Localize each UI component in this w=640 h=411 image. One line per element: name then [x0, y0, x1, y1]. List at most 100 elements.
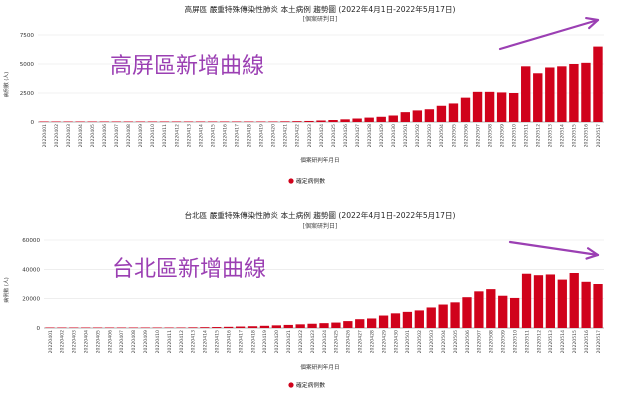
bar-20220429	[376, 116, 386, 122]
bar-20220508	[486, 289, 496, 328]
bar-20220507	[474, 291, 484, 328]
x-tick-label: 20220429	[381, 330, 387, 353]
bar-20220416	[224, 326, 234, 328]
x-tick-label: 20220430	[391, 124, 397, 147]
bar-20220514	[557, 66, 567, 122]
bar-20220411	[164, 327, 174, 328]
bar-20220401	[45, 327, 55, 328]
x-tick-label: 20220507	[477, 330, 483, 353]
bar-20220426	[340, 119, 350, 122]
chart-1: 高屏區 嚴重特殊傳染性肺炎 本土病例 趨勢圖 (2022年4月1日-2022年5…	[3, 4, 604, 185]
bar-20220419	[259, 325, 270, 328]
x-tick-label: 20220404	[78, 124, 84, 147]
legend-swatch	[288, 382, 294, 388]
bar-20220405	[92, 327, 103, 328]
bar-20220503	[426, 307, 436, 328]
bar-20220424	[319, 323, 329, 328]
bar-20220427	[355, 319, 365, 328]
bar-20220515	[569, 273, 579, 328]
bar-20220405	[87, 121, 97, 122]
bar-20220504	[438, 304, 448, 328]
x-tick-label: 20220513	[548, 330, 554, 353]
x-tick-label: 20220516	[584, 330, 590, 353]
y-axis-label: 病例數 (人)	[3, 72, 10, 98]
x-tick-label: 20220512	[536, 124, 542, 147]
bar-20220517	[593, 46, 603, 122]
x-tick-label: 20220417	[238, 330, 244, 353]
x-tick-label: 20220425	[331, 124, 337, 147]
x-tick-label: 20220415	[215, 330, 221, 353]
x-tick-label: 20220511	[524, 330, 530, 353]
x-tick-label: 20220502	[415, 124, 421, 147]
x-tick-label: 20220516	[584, 124, 590, 147]
x-tick-label: 20220506	[465, 330, 471, 353]
x-tick-label: 20220517	[596, 124, 602, 147]
x-tick-label: 20220507	[475, 124, 481, 147]
bar-20220514	[557, 279, 567, 328]
bar-20220512	[533, 73, 543, 122]
bar-20220403	[69, 327, 79, 328]
bar-20220425	[328, 120, 338, 122]
chart-2: 台北區 嚴重特殊傳染性肺炎 本土病例 趨勢圖 (2022年4月1日-2022年5…	[3, 210, 604, 389]
y-tick-label: 0	[36, 326, 40, 332]
bar-20220508	[484, 91, 495, 122]
x-tick-label: 20220419	[262, 330, 268, 353]
x-tick-label: 20220427	[358, 330, 364, 353]
bar-20220419	[256, 121, 266, 122]
y-tick-label: 40000	[22, 267, 40, 273]
bar-20220516	[581, 281, 591, 328]
x-tick-label: 20220426	[343, 124, 349, 147]
bar-20220513	[545, 67, 555, 122]
x-tick-label: 20220505	[451, 124, 457, 147]
x-tick-label: 20220402	[60, 330, 66, 353]
bar-20220426	[343, 321, 353, 328]
x-tick-label: 20220410	[155, 330, 161, 353]
legend-label: 確定病例數	[296, 381, 325, 389]
x-tick-label: 20220404	[84, 330, 90, 353]
bar-20220409	[135, 121, 146, 122]
bar-20220416	[219, 121, 230, 122]
bar-20220418	[247, 326, 258, 328]
bar-20220505	[450, 302, 460, 328]
x-tick-label: 20220422	[295, 124, 301, 147]
bar-20220504	[436, 105, 447, 122]
bar-20220401	[39, 121, 49, 122]
bar-20220409	[140, 327, 150, 328]
x-tick-label: 20220514	[560, 124, 566, 147]
bar-20220510	[509, 297, 520, 328]
chart-subtitle: [個案研判日]	[303, 15, 338, 23]
bar-20220414	[195, 121, 206, 122]
x-tick-label: 20220409	[143, 330, 149, 353]
x-tick-label: 20220429	[379, 124, 385, 147]
bar-20220502	[412, 110, 423, 122]
bar-20220513	[545, 274, 556, 328]
x-tick-label: 20220412	[179, 330, 185, 353]
bars-series	[39, 46, 603, 122]
bar-20220414	[200, 327, 210, 328]
x-tick-label: 20220417	[235, 124, 241, 147]
x-tick-label: 20220408	[131, 330, 137, 353]
bar-20220408	[128, 327, 139, 328]
x-tick-label: 20220416	[226, 330, 232, 353]
bar-20220423	[307, 323, 317, 328]
bar-20220408	[123, 121, 134, 122]
bar-20220417	[232, 121, 242, 122]
chart-subtitle: [個案研判日]	[303, 222, 338, 230]
bar-20220507	[472, 91, 483, 122]
bar-20220511	[521, 273, 532, 328]
bar-20220423	[304, 120, 314, 122]
bar-20220421	[283, 324, 293, 328]
y-tick-label: 20000	[22, 297, 40, 303]
x-tick-label: 20220504	[441, 330, 447, 353]
bar-20220505	[448, 103, 459, 122]
x-tick-label: 20220406	[107, 330, 113, 353]
bar-20220404	[81, 327, 91, 328]
x-axis-label: 個案研判年月日	[300, 363, 339, 371]
y-tick-label: 2500	[20, 91, 35, 97]
x-tick-label: 20220405	[90, 124, 96, 147]
bar-20220406	[99, 121, 109, 122]
x-tick-label: 20220509	[501, 330, 507, 353]
x-tick-label: 20220510	[511, 124, 517, 147]
